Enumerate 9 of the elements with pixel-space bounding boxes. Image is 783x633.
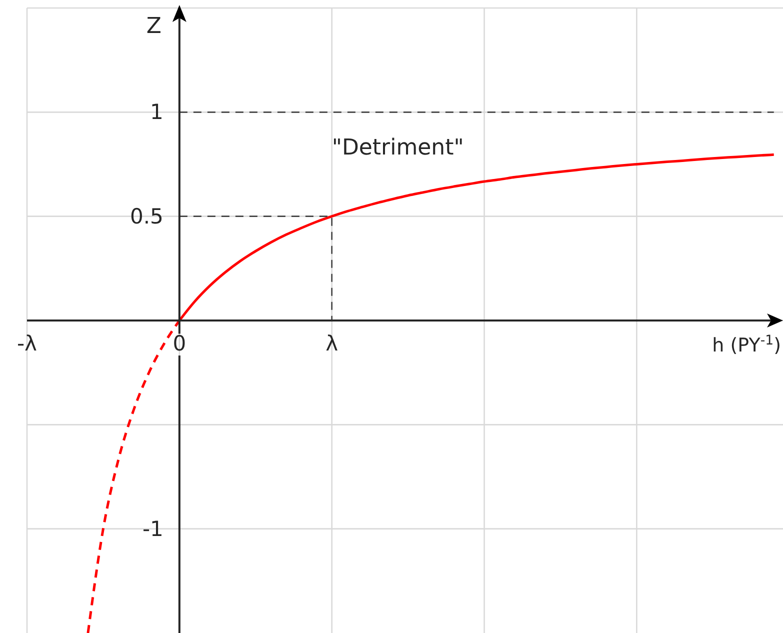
x-tick-label: -λ: [16, 332, 38, 356]
x-tick-label: λ: [326, 332, 338, 356]
y-tick-label: 1: [150, 100, 164, 124]
y-axis-title: Z: [146, 14, 162, 39]
y-tick-label: -1: [142, 516, 164, 541]
x-axis-title: h (PY$^{-1}$): [712, 333, 781, 356]
x-tick-label: 0: [172, 332, 186, 356]
series-label: "Detriment": [332, 135, 464, 160]
y-tick-label: 0.5: [130, 204, 164, 228]
